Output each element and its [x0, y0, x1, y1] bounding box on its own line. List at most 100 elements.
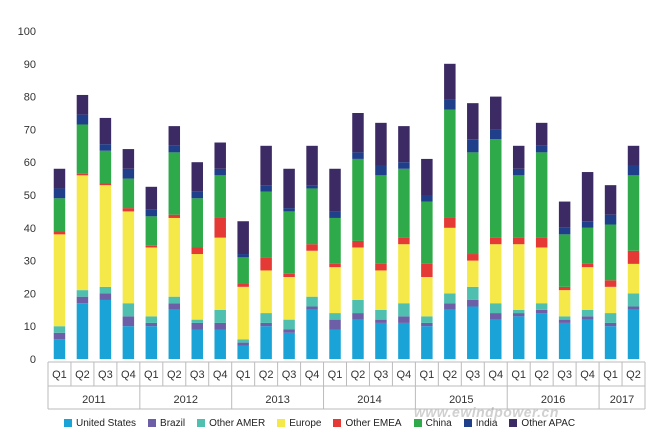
bar-segment	[558, 201, 571, 228]
bar-segment	[444, 309, 456, 359]
bar-segment	[398, 237, 410, 245]
bar-segment	[490, 96, 502, 130]
bar-segment	[627, 165, 640, 176]
bar-segment	[467, 306, 479, 359]
year-label: 2016	[541, 394, 565, 406]
bar-segment	[283, 168, 295, 209]
bar-segment	[260, 185, 272, 192]
bar-segment	[352, 158, 364, 241]
bar-segment	[444, 293, 456, 304]
bar-segment	[604, 322, 617, 327]
year-label: 2017	[610, 394, 634, 406]
bar-segment	[627, 293, 640, 307]
x-axis: Q1 Q2 Q3 Q4 Q1 Q2 Q3 Q4 Q1 Q2 Q3 Q4 Q1 Q2 Q3 Q4 Q1 Q2 Q3 Q4…	[47, 361, 646, 410]
bar-segment	[76, 303, 89, 359]
bar-segment	[375, 175, 387, 264]
bar-segment	[53, 332, 66, 340]
bar-segment	[145, 322, 158, 327]
legend-swatch	[64, 419, 72, 427]
bar-segment	[145, 316, 158, 323]
bar-segment	[145, 245, 158, 248]
bar-segment	[283, 332, 295, 359]
bar-segment	[375, 319, 387, 323]
bar-segment	[191, 191, 203, 199]
x-tick-label: Q2	[534, 369, 549, 381]
bar-segment	[329, 211, 341, 218]
bar-segment	[168, 214, 181, 218]
bar-segment	[421, 158, 433, 195]
bar-segment	[122, 316, 135, 327]
bar-segment	[237, 221, 249, 255]
bar-segment	[329, 319, 341, 330]
bar-segment	[558, 316, 571, 320]
legend-item: Brazil	[148, 418, 185, 429]
bar-segment	[444, 63, 456, 100]
bar-segment	[306, 244, 318, 251]
bar-segment	[53, 198, 66, 232]
bar-segment	[467, 286, 479, 300]
y-tick-label: 0	[30, 354, 36, 366]
bar-segment	[76, 124, 89, 174]
bar-segment	[398, 316, 410, 323]
bar-segment	[283, 208, 295, 212]
bar-segment	[604, 214, 617, 225]
bar-segment	[398, 303, 410, 317]
bar-segment	[444, 227, 456, 294]
legend-item: Other AMER	[197, 418, 265, 429]
bar-segment	[237, 286, 249, 340]
x-tick-label: Q1	[52, 369, 67, 381]
x-tick-label: Q4	[305, 369, 320, 381]
y-tick-label: 10	[24, 321, 36, 333]
bar-segment	[260, 270, 272, 314]
y-tick-label: 30	[24, 256, 36, 268]
bar-segment	[145, 216, 158, 246]
bar-segment	[627, 145, 640, 166]
bar-segment	[191, 198, 203, 248]
bar-segment	[122, 168, 135, 179]
bar-segment	[191, 162, 203, 192]
bar-segment	[283, 211, 295, 274]
legend-item: Other APAC	[509, 418, 575, 429]
bar-segment	[260, 191, 272, 258]
y-tick-label: 20	[24, 288, 36, 300]
bar-segment	[352, 247, 364, 300]
bar-segment	[214, 329, 226, 359]
y-tick-label: 60	[24, 157, 36, 169]
bar-segment	[535, 309, 548, 314]
bar-segment	[535, 247, 548, 304]
legend-swatch	[197, 419, 206, 427]
bar-segment	[53, 188, 66, 199]
bar-segment	[604, 280, 617, 287]
bar-segment	[421, 326, 433, 359]
x-tick-label: Q2	[75, 369, 90, 381]
bar-segment	[214, 217, 226, 238]
bar-segment	[329, 313, 341, 320]
bar-segment	[306, 145, 318, 186]
y-tick-label: 80	[24, 92, 36, 104]
legend-item: India	[463, 418, 497, 429]
bar-segment	[214, 309, 226, 323]
bar-segment	[581, 309, 594, 317]
x-tick-label: Q4	[213, 369, 228, 381]
bar-segment	[558, 319, 571, 323]
bar-segment	[53, 326, 66, 333]
x-tick-label: Q2	[167, 369, 182, 381]
bar-segment	[168, 126, 181, 146]
bar-segment	[237, 345, 249, 359]
legend-swatch	[333, 419, 342, 427]
bar-segment	[490, 319, 502, 359]
bar-segment	[99, 183, 112, 186]
bar-segment	[512, 175, 525, 238]
legend-label: Other APAC	[521, 417, 576, 429]
x-tick-label: Q3	[374, 369, 389, 381]
bar-segment	[421, 263, 433, 277]
bar-segment	[237, 283, 249, 287]
x-tick-label: Q3	[190, 369, 205, 381]
x-tick-label: Q4	[397, 369, 412, 381]
bar-segment	[76, 296, 89, 304]
bar-segment	[283, 273, 295, 277]
bar-segment	[375, 270, 387, 310]
bar-segment	[122, 303, 135, 317]
bar-segment	[490, 313, 502, 320]
